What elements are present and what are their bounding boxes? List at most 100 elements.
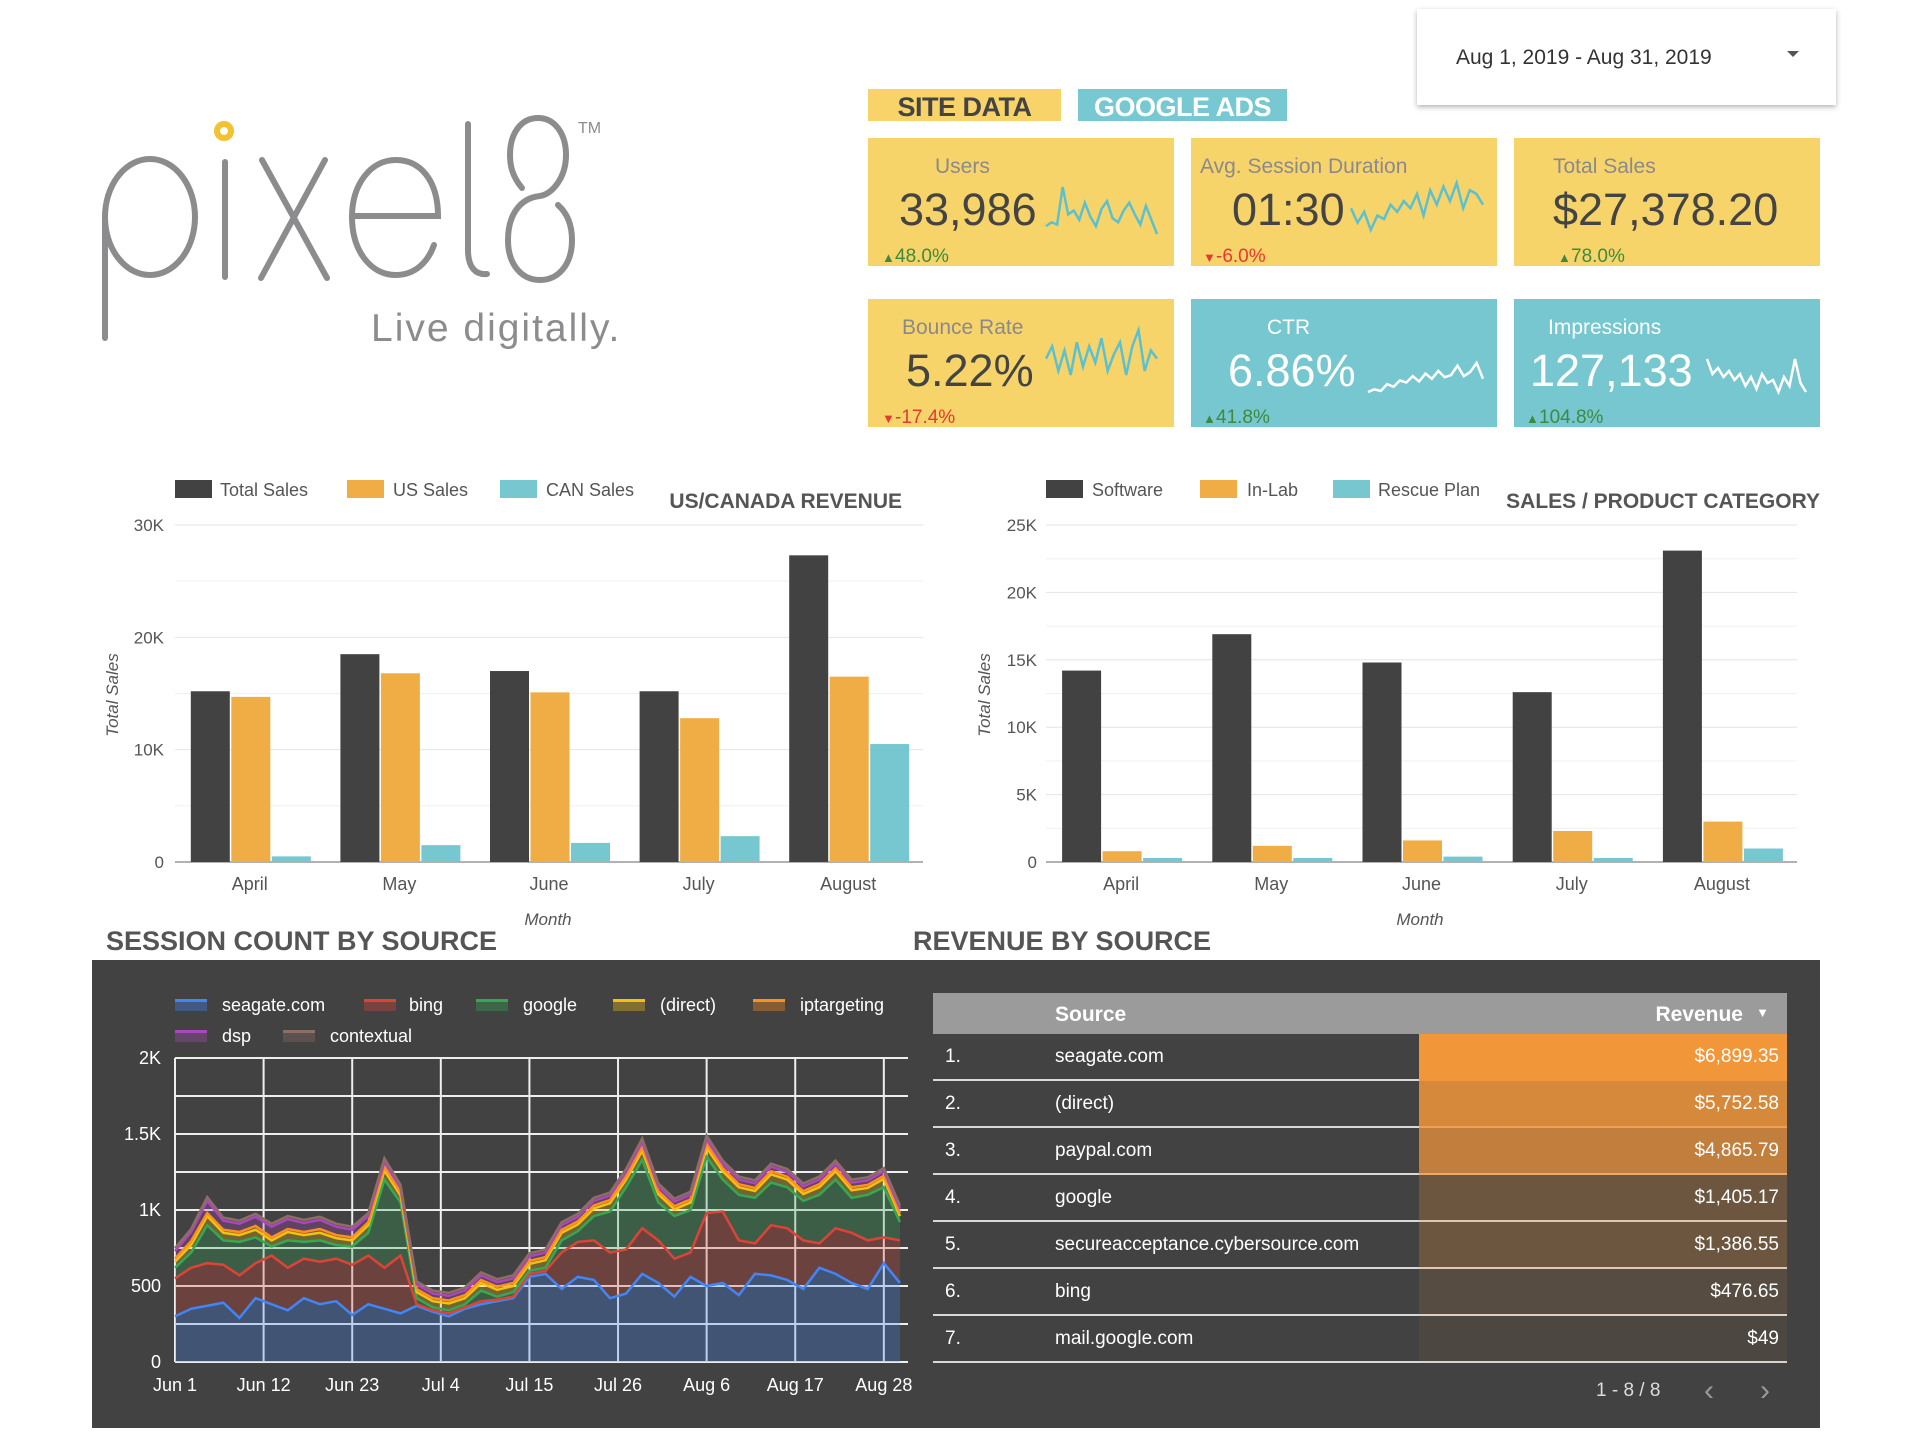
y-tick-label: 20K: [1007, 583, 1038, 602]
area-bing[interactable]: [175, 1211, 900, 1318]
legend-label: contextual: [330, 1026, 412, 1046]
table-row[interactable]: 5. secureacceptance.cybersource.com $1,3…: [933, 1222, 1787, 1269]
kpi-delta: 48.0%: [895, 246, 949, 267]
bar-can-sales[interactable]: [271, 856, 311, 862]
legend-swatch: [476, 1001, 508, 1011]
bar-in-lab[interactable]: [1102, 851, 1142, 862]
x-tick-label: August: [1694, 874, 1750, 894]
x-tick-label: April: [1103, 874, 1139, 894]
table-row[interactable]: 7. mail.google.com $49: [933, 1316, 1787, 1363]
kpi-card-total-sales: Total Sales $27,378.20 ▲ 78.0%: [1514, 138, 1820, 267]
legend-swatch: [347, 480, 384, 498]
legend-swatch-line: [175, 999, 207, 1002]
bar-can-sales[interactable]: [720, 836, 760, 862]
legend-label: Software: [1092, 480, 1163, 500]
x-axis-label: Month: [1396, 910, 1443, 929]
sparkline: [1349, 178, 1485, 234]
table-row[interactable]: 3. paypal.com $4,865.79: [933, 1128, 1787, 1175]
bar-total-sales[interactable]: [340, 654, 380, 862]
line-contextual: [174, 1132, 902, 1295]
legend-swatch-line: [753, 999, 785, 1002]
bar-us-sales[interactable]: [829, 676, 869, 862]
bar-us-sales[interactable]: [380, 673, 420, 862]
table-row[interactable]: 6. bing $476.65: [933, 1269, 1787, 1316]
tab-site-data[interactable]: SITE DATA: [868, 89, 1061, 121]
y-tick-label: 0: [151, 1352, 161, 1372]
bar-software[interactable]: [1512, 692, 1552, 862]
bar-rescue-plan[interactable]: [1293, 857, 1333, 862]
x-tick-label: April: [232, 874, 268, 894]
legend-swatch-line: [175, 1030, 207, 1033]
x-tick-label: August: [820, 874, 876, 894]
y-tick-label: 0: [155, 853, 164, 872]
x-tick-label: Jul 4: [422, 1375, 460, 1395]
legend-swatch-line: [364, 999, 396, 1002]
bar-total-sales[interactable]: [490, 671, 529, 862]
kpi-value: 127,133: [1530, 345, 1693, 396]
table-row[interactable]: 4. google $1,405.17: [933, 1175, 1787, 1222]
bar-can-sales[interactable]: [870, 744, 910, 862]
heatmap-cell: [1419, 1081, 1787, 1128]
bar-in-lab[interactable]: [1703, 821, 1743, 862]
tab-google-ads[interactable]: GOOGLE ADS: [1078, 89, 1287, 121]
sparkline-path: [1045, 186, 1159, 235]
bar-total-sales[interactable]: [639, 691, 679, 862]
bar-software[interactable]: [1362, 662, 1402, 862]
legend-label: google: [523, 995, 577, 1015]
x-tick-label: Aug 17: [767, 1375, 824, 1395]
line-google: [174, 1153, 902, 1312]
row-source: paypal.com: [1055, 1140, 1153, 1161]
sparkline-path: [1705, 358, 1808, 396]
heatmap-cell: [1419, 1034, 1787, 1081]
x-tick-label: Jun 23: [325, 1375, 379, 1395]
revenue-by-source-title: REVENUE BY SOURCE: [913, 926, 1212, 956]
caret-down-icon[interactable]: [1787, 51, 1799, 57]
bar-in-lab[interactable]: [1252, 845, 1292, 862]
prev-page-icon[interactable]: ‹: [1704, 1374, 1714, 1407]
date-range-picker[interactable]: Aug 1, 2019 - Aug 31, 2019: [1417, 9, 1836, 105]
y-tick-label: 10K: [1007, 718, 1038, 737]
bar-software[interactable]: [1212, 634, 1252, 862]
bar-rescue-plan[interactable]: [1593, 857, 1633, 862]
bar-total-sales[interactable]: [190, 691, 230, 862]
bar-rescue-plan[interactable]: [1143, 857, 1183, 862]
sort-desc-icon[interactable]: ▼: [1756, 1005, 1769, 1020]
table-row[interactable]: 2. (direct) $5,752.58: [933, 1081, 1787, 1128]
bar-total-sales[interactable]: [789, 555, 829, 862]
kpi-value: 5.22%: [906, 345, 1034, 396]
kpi-label: Avg. Session Duration: [1200, 155, 1408, 178]
kpi-label: Bounce Rate: [902, 316, 1024, 339]
legend-label: US Sales: [393, 480, 468, 500]
column-header-source[interactable]: Source: [1055, 1003, 1127, 1026]
row-rank: 5.: [945, 1234, 961, 1255]
bar-us-sales[interactable]: [680, 718, 720, 862]
arrow-up-icon: ▲: [1558, 250, 1571, 265]
kpi-card-users: Users 33,986 ▲ 48.0%: [868, 138, 1174, 267]
bar-in-lab[interactable]: [1553, 830, 1593, 862]
bar-in-lab[interactable]: [1403, 840, 1442, 862]
bar-can-sales[interactable]: [421, 845, 461, 862]
x-tick-label: July: [683, 874, 715, 894]
row-revenue: $1,405.17: [1694, 1187, 1779, 1208]
bar-can-sales[interactable]: [571, 842, 610, 862]
table-row[interactable]: 1. seagate.com $6,899.35: [933, 1034, 1787, 1081]
bar-rescue-plan[interactable]: [1743, 848, 1783, 862]
area-seagate-com[interactable]: [175, 1263, 900, 1362]
bar-us-sales[interactable]: [530, 692, 570, 862]
line-dsp: [174, 1136, 902, 1298]
x-tick-label: May: [1254, 874, 1288, 894]
bar-us-sales[interactable]: [231, 696, 271, 862]
arrow-down-icon: ▼: [882, 411, 895, 426]
legend-swatch: [1046, 480, 1083, 498]
next-page-icon[interactable]: ›: [1760, 1374, 1770, 1407]
bar-software[interactable]: [1662, 550, 1702, 862]
area-google[interactable]: [175, 1156, 900, 1314]
legend-swatch: [175, 1001, 207, 1011]
bar-software[interactable]: [1062, 670, 1102, 862]
chart-title: SALES / PRODUCT CATEGORY: [1506, 490, 1820, 513]
arrow-up-icon: ▲: [882, 250, 895, 265]
legend-label: CAN Sales: [546, 480, 634, 500]
kpi-label: Total Sales: [1553, 155, 1656, 178]
bar-rescue-plan[interactable]: [1443, 856, 1483, 862]
column-header-revenue[interactable]: Revenue: [1655, 1003, 1743, 1026]
